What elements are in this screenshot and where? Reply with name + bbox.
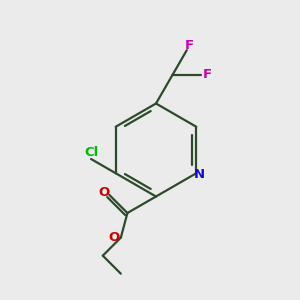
Text: Cl: Cl xyxy=(84,146,98,160)
Text: O: O xyxy=(109,231,120,244)
Text: F: F xyxy=(184,39,194,52)
Text: F: F xyxy=(203,68,212,81)
Text: O: O xyxy=(98,186,110,199)
Text: N: N xyxy=(194,168,205,181)
